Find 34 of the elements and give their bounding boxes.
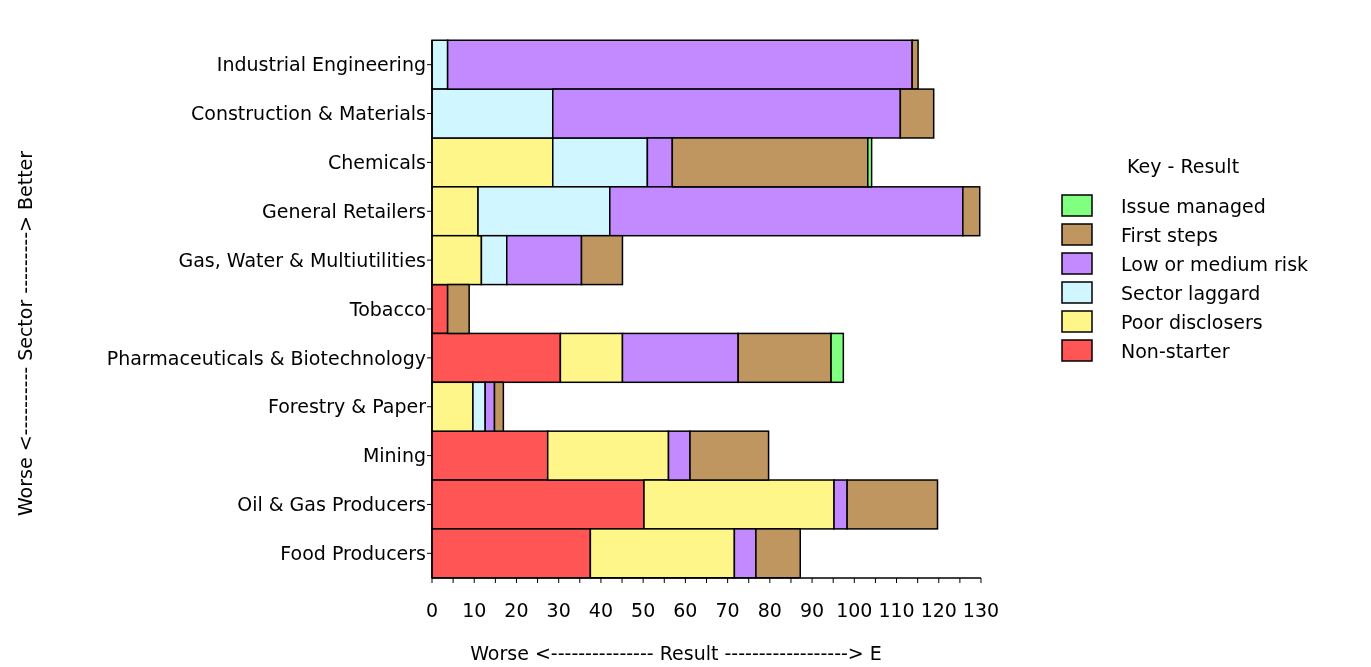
x-tick-label: 60 — [673, 599, 698, 621]
x-tick-label: 20 — [504, 599, 529, 621]
x-tick-label: 50 — [631, 599, 656, 621]
x-tick-label: 0 — [425, 599, 439, 621]
x-tick-label: 120 — [920, 599, 957, 621]
y-axis-title: Worse <---------- Sector ---------> Better — [14, 150, 36, 517]
legend-label: Poor disclosers — [1121, 310, 1263, 333]
y-tick-label: Pharmaceuticals & Biotechnology — [106, 346, 426, 369]
x-tick-label: 70 — [715, 599, 740, 621]
y-tick-label: Forestry & Paper — [267, 395, 427, 418]
y-tick-label: Industrial Engineering — [216, 53, 426, 76]
y-tick-label: Gas, Water & Multiutilities — [178, 248, 426, 271]
x-tick-label: 40 — [588, 599, 614, 621]
legend-label: First steps — [1121, 223, 1219, 246]
y-tick-label: Mining — [362, 444, 426, 467]
legend-label: Non-starter — [1121, 339, 1230, 362]
legend-label: Low or medium risk — [1121, 252, 1309, 275]
x-tick-label: 110 — [878, 599, 915, 621]
y-tick-label: Food Producers — [280, 541, 426, 564]
y-tick-label: Oil & Gas Producers — [237, 493, 426, 516]
y-tick-label: Construction & Materials — [191, 102, 426, 125]
legend-title: Key - Result — [1127, 155, 1240, 177]
x-tick-label: 10 — [462, 599, 487, 621]
x-tick-label: 30 — [546, 599, 571, 621]
y-tick-label: Tobacco — [348, 297, 426, 320]
legend-label: Sector laggard — [1121, 281, 1261, 304]
x-tick-label: 90 — [799, 599, 825, 621]
x-tick-label: 80 — [757, 599, 782, 621]
x-tick-label: 130 — [962, 599, 1000, 621]
x-axis-title: Worse <--------------- Result ------------------> E — [470, 642, 882, 664]
legend-label: Issue managed — [1121, 194, 1266, 217]
x-tick-label: 100 — [836, 599, 873, 621]
y-tick-label: Chemicals — [327, 151, 426, 174]
y-tick-label: General Retailers — [261, 199, 426, 222]
